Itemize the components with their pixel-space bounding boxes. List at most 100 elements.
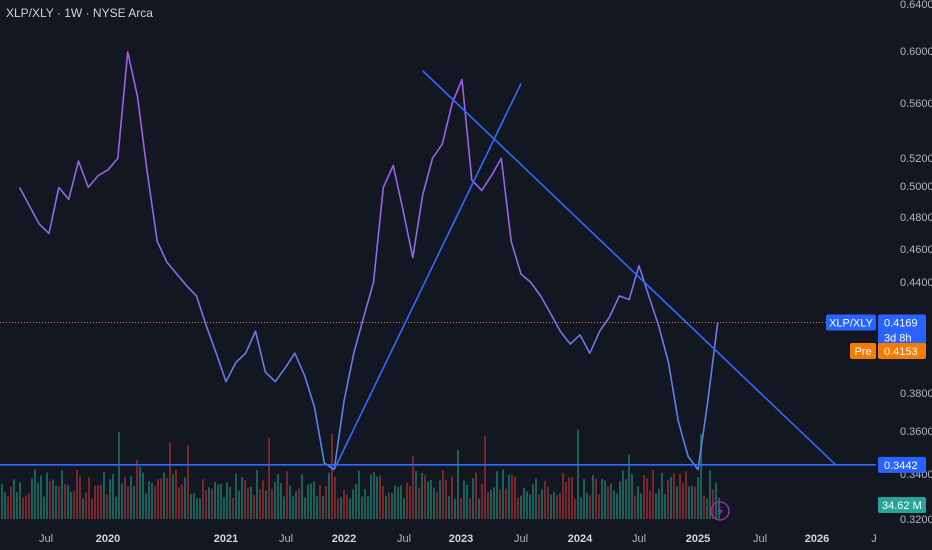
volume-bar (643, 474, 645, 519)
volume-bar (97, 485, 99, 519)
volume-bar (229, 486, 231, 519)
volume-bar (454, 498, 456, 519)
volume-value: 34.62 M (882, 500, 922, 512)
volume-bar (331, 433, 333, 519)
volume-bar (103, 472, 105, 519)
volume-bar (718, 497, 720, 519)
volume-bar (292, 496, 294, 519)
chart-title: XLP/XLY · 1W · NYSE Arca (6, 6, 153, 20)
pre-value-badge (878, 343, 926, 359)
volume-bar (415, 471, 417, 519)
volume-bar (562, 472, 564, 519)
volume-bar (391, 492, 393, 519)
volume-bar (373, 472, 375, 519)
volume-bar (283, 496, 285, 519)
volume-bar (22, 497, 24, 519)
volume-bar (661, 473, 663, 519)
support-level-badge (878, 456, 926, 473)
time-axis[interactable]: Jul 2020 2021 Jul 2022 Jul 2023 Jul 2024 Jul 2025 J… (39, 533, 877, 545)
x-tick-label: J (871, 533, 877, 545)
volume-bar (208, 487, 210, 519)
volume-bar (238, 490, 240, 519)
volume-bar (31, 478, 33, 519)
volume-bar (43, 496, 45, 519)
volume-bar (427, 481, 429, 519)
volume-bar (676, 486, 678, 519)
volume-bar (28, 493, 30, 519)
volume-bar (466, 484, 468, 519)
volume-bar (703, 495, 705, 519)
volume-bar (517, 497, 519, 519)
volume-bar (19, 482, 21, 519)
volume-bar (433, 487, 435, 519)
volume-bar (430, 480, 432, 519)
volume-bar (196, 498, 198, 519)
volume-bar (241, 477, 243, 519)
volume-bar (403, 498, 405, 519)
volume-bar (499, 489, 501, 519)
volume-bar (178, 487, 180, 519)
volume-bar (361, 496, 363, 519)
last-price-value: 0.4169 (884, 317, 918, 329)
volume-bar (262, 480, 264, 519)
x-tick-label: 2024 (568, 533, 593, 545)
volume-bar (553, 491, 555, 519)
volume-bar (187, 444, 189, 519)
volume-bar (139, 466, 141, 519)
volume-bar (556, 495, 558, 519)
lightning-icon[interactable] (710, 501, 730, 521)
volume-bar (67, 485, 69, 519)
volume-bar (460, 498, 462, 519)
volume-bar (175, 469, 177, 519)
volume-bar (79, 476, 81, 519)
volume-bar (475, 472, 477, 519)
volume-bar (544, 480, 546, 519)
x-tick-label: 2022 (332, 533, 356, 545)
volume-bar (694, 486, 696, 519)
trendlines[interactable] (0, 70, 876, 470)
x-tick-label: Jul (39, 533, 53, 545)
volume-bar (388, 492, 390, 519)
volume-bar (421, 472, 423, 519)
last-price-badge (878, 314, 926, 347)
y-tick-label: 0.3200 (900, 514, 932, 526)
volume-bar (286, 471, 288, 519)
volume-bar (448, 496, 450, 519)
volume-bar (355, 484, 357, 519)
volume-bar (151, 482, 153, 519)
volume-bar (73, 490, 75, 519)
volume-bar (220, 483, 222, 519)
volume-bar (358, 470, 360, 519)
volume-bar (40, 475, 42, 519)
volume-bar (670, 476, 672, 519)
volume-bar (667, 479, 669, 519)
volume-bar (166, 477, 168, 519)
volume-bar (664, 494, 666, 519)
volume-bar (601, 478, 603, 519)
volume-bar (481, 483, 483, 519)
volume-bar (691, 485, 693, 519)
volume-bar (253, 494, 255, 519)
volume-bar (154, 486, 156, 519)
volume-bar (142, 472, 144, 519)
volume-bar (592, 474, 594, 519)
volume-bar (100, 484, 102, 519)
volume-bar (610, 483, 612, 519)
volume-bar (82, 498, 84, 519)
volume-bar (622, 470, 624, 519)
volume-bar (148, 480, 150, 519)
volume-bar (508, 474, 510, 519)
x-tick-label: 2026 (805, 533, 829, 545)
volume-bar (493, 487, 495, 519)
volume-bar (310, 483, 312, 519)
volume-bar (445, 479, 447, 519)
volume-bar (535, 478, 537, 519)
volume-bar (211, 488, 213, 519)
volume-bar (349, 498, 351, 519)
volume-bar (706, 498, 708, 519)
volume-bar (568, 477, 570, 519)
volume-bar (127, 486, 129, 519)
volume-bar (202, 479, 204, 519)
volume-bar (193, 492, 195, 519)
